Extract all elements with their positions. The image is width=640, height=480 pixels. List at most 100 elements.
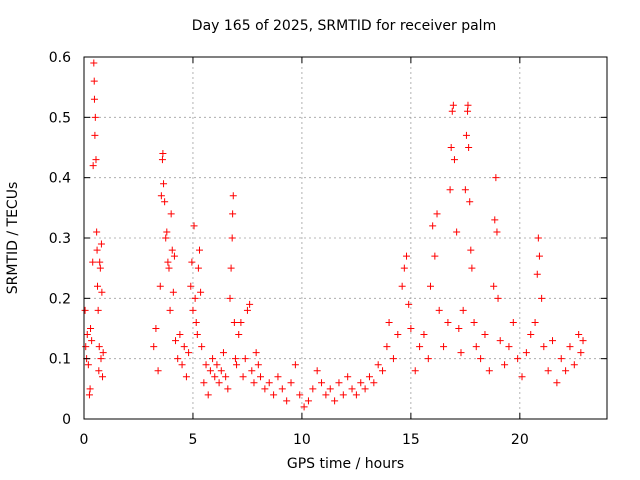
data-point: [90, 59, 98, 67]
data-point: [407, 325, 415, 332]
data-point: [89, 258, 97, 266]
data-point: [326, 385, 334, 393]
data-point: [462, 131, 470, 139]
data-point: [95, 343, 103, 351]
data-point: [195, 246, 203, 254]
y-axis-label: SRMTID / TECUs: [5, 181, 21, 295]
data-point: [231, 355, 239, 363]
data-point: [481, 331, 489, 339]
data-point: [509, 318, 517, 326]
data-point: [491, 216, 499, 224]
data-point: [464, 101, 472, 109]
data-point: [185, 349, 193, 357]
data-point: [400, 264, 408, 272]
data-point: [335, 379, 343, 387]
data-point: [522, 349, 530, 357]
data-point: [188, 258, 196, 266]
data-point: [435, 306, 443, 314]
data-point: [92, 156, 100, 164]
data-point: [557, 355, 565, 363]
data-point: [466, 198, 474, 206]
data-point: [227, 264, 235, 272]
data-point: [200, 379, 208, 387]
data-point: [154, 367, 162, 375]
data-point: [206, 367, 214, 375]
data-point: [374, 361, 382, 369]
data-point: [318, 379, 326, 387]
data-point: [229, 210, 237, 218]
data-point: [90, 77, 98, 85]
data-point: [87, 325, 95, 332]
data-point: [167, 210, 175, 218]
y-tick-label: 0.3: [49, 231, 71, 247]
data-point: [566, 343, 574, 351]
data-point: [416, 343, 424, 351]
y-tick-label: 0: [62, 412, 71, 428]
data-point: [230, 318, 238, 326]
data-point: [172, 337, 180, 345]
data-point: [492, 174, 500, 182]
data-point: [152, 325, 160, 332]
data-point: [505, 343, 513, 351]
data-point: [217, 367, 225, 375]
data-point: [553, 379, 561, 387]
data-point: [455, 325, 463, 332]
y-tick-label: 0.5: [49, 110, 71, 126]
x-tick-label: 15: [402, 432, 420, 448]
data-point: [300, 403, 308, 411]
data-point: [204, 391, 212, 399]
data-point: [209, 355, 217, 363]
data-point: [544, 367, 552, 375]
data-point: [219, 349, 227, 357]
data-point: [313, 367, 321, 375]
data-point: [527, 331, 535, 339]
data-point: [90, 95, 98, 103]
data-point: [93, 246, 101, 254]
data-point: [157, 192, 165, 200]
data-point: [91, 131, 99, 139]
data-point: [194, 264, 202, 272]
data-point: [233, 361, 241, 369]
data-point: [164, 258, 172, 266]
data-point: [156, 282, 164, 290]
data-point: [385, 318, 393, 326]
data-point: [97, 240, 105, 248]
data-point: [84, 361, 92, 369]
data-point: [575, 331, 583, 339]
data-point: [180, 343, 188, 351]
data-point: [411, 367, 419, 375]
data-point: [549, 337, 557, 345]
data-point: [178, 361, 186, 369]
data-point: [150, 343, 158, 351]
data-point: [348, 385, 356, 393]
data-point: [224, 385, 232, 393]
x-axis-ticks: 0 5 10 15 20: [80, 57, 529, 448]
data-point: [243, 306, 251, 314]
data-point: [187, 282, 195, 290]
data-point: [82, 343, 90, 351]
data-point: [287, 379, 295, 387]
data-point: [193, 331, 201, 339]
data-point: [81, 306, 89, 314]
data-point: [331, 397, 339, 405]
data-point: [248, 367, 256, 375]
data-point: [477, 355, 485, 363]
data-point: [96, 258, 104, 266]
data-point: [158, 156, 166, 164]
data-point: [85, 391, 93, 399]
x-tick-label: 0: [80, 432, 89, 448]
data-point: [265, 379, 273, 387]
data-point: [226, 294, 234, 302]
data-point: [86, 385, 94, 393]
data-point: [270, 391, 278, 399]
data-point: [464, 107, 472, 115]
data-point: [250, 379, 258, 387]
data-point: [182, 373, 190, 381]
data-point: [431, 252, 439, 260]
data-point: [465, 144, 473, 151]
data-point: [169, 288, 177, 296]
data-point: [426, 282, 434, 290]
data-point: [405, 300, 413, 308]
data-point: [490, 282, 498, 290]
data-point: [433, 210, 441, 218]
